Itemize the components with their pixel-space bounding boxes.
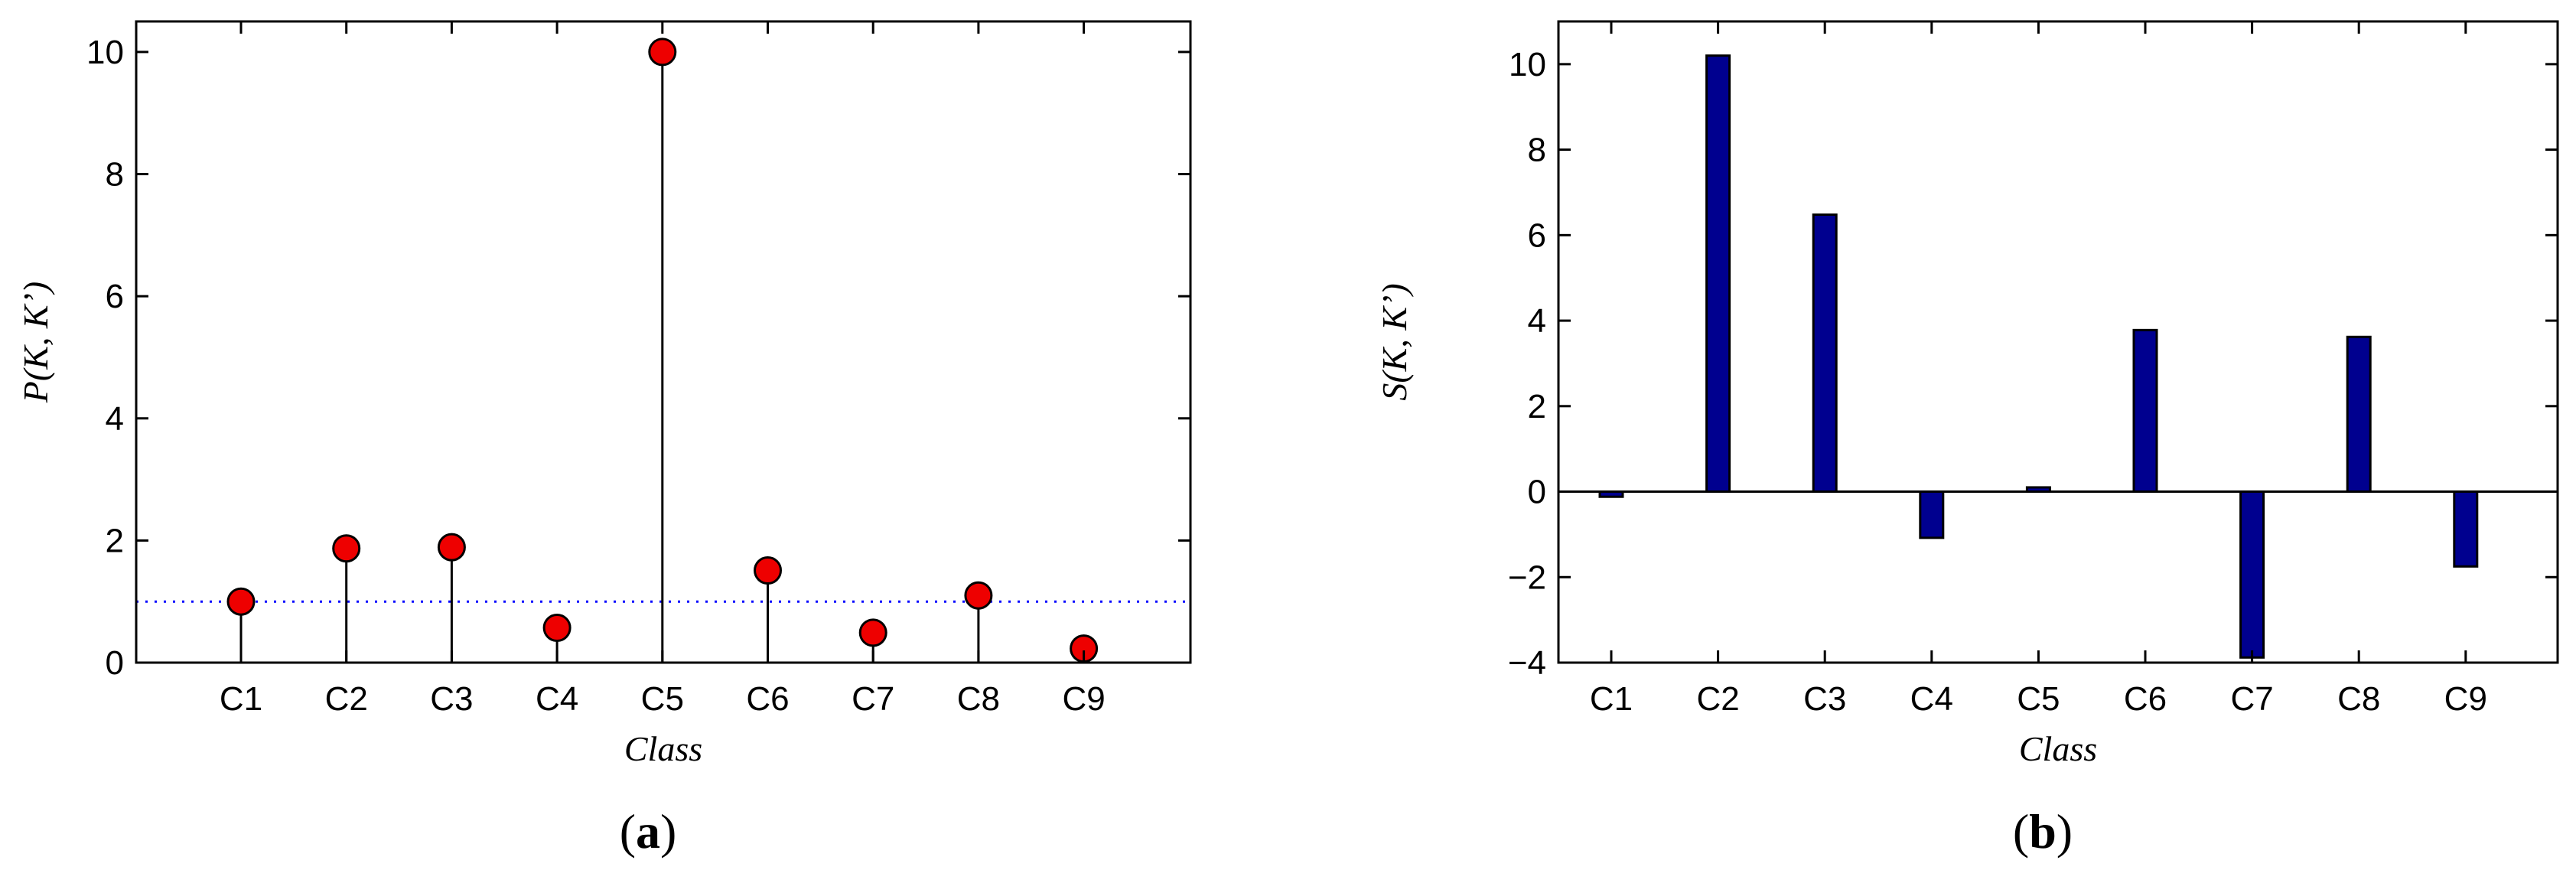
y-tick-label: 2 bbox=[106, 522, 124, 559]
y-tick-label: 8 bbox=[106, 156, 124, 194]
panel-label: (a) bbox=[620, 804, 677, 859]
x-tick-label: C7 bbox=[2230, 680, 2273, 718]
x-tick-label: C6 bbox=[2124, 680, 2167, 718]
y-tick-label: 6 bbox=[106, 278, 124, 315]
bar bbox=[2346, 335, 2372, 494]
x-tick-label: C6 bbox=[746, 680, 789, 718]
y-axis-label: P(K, K’) bbox=[16, 282, 55, 403]
y-tick-label: 4 bbox=[1528, 302, 1546, 340]
y-tick-label: 0 bbox=[1528, 474, 1546, 511]
plot-frame bbox=[135, 20, 1192, 664]
stem-marker bbox=[226, 587, 256, 616]
stem-marker bbox=[437, 533, 466, 562]
x-tick-label: C3 bbox=[430, 680, 473, 718]
x-tick-label: C7 bbox=[852, 680, 894, 718]
x-axis-label: Class bbox=[624, 729, 702, 768]
y-tick-label: −4 bbox=[1508, 644, 1546, 682]
bar bbox=[2453, 490, 2479, 568]
x-axis-label: Class bbox=[2019, 729, 2097, 768]
x-tick-label: C4 bbox=[536, 680, 578, 718]
stem-marker bbox=[332, 534, 361, 563]
y-tick-label: 0 bbox=[106, 644, 124, 682]
stem-marker bbox=[964, 581, 993, 610]
y-tick-label: −2 bbox=[1508, 559, 1546, 596]
y-axis-ticks: 0 2 4 6 8 10 bbox=[86, 34, 1190, 682]
x-tick-label: C1 bbox=[220, 680, 262, 718]
stem-marker bbox=[542, 614, 572, 643]
x-tick-label: C9 bbox=[1062, 680, 1105, 718]
stem-series bbox=[226, 37, 1099, 663]
y-axis-label: S(K, K’) bbox=[1375, 283, 1414, 400]
bar bbox=[2132, 328, 2158, 494]
x-tick-label: C5 bbox=[2017, 680, 2060, 718]
x-tick-label: C9 bbox=[2444, 680, 2487, 718]
y-tick-label: 2 bbox=[1528, 388, 1546, 425]
y-tick-label: 10 bbox=[1509, 46, 1546, 83]
y-tick-label: 10 bbox=[86, 34, 124, 71]
x-tick-label: C2 bbox=[325, 680, 368, 718]
stem-marker bbox=[648, 37, 677, 67]
bar bbox=[1705, 54, 1731, 494]
plot-frame bbox=[1557, 20, 2559, 664]
y-tick-label: 8 bbox=[1528, 132, 1546, 169]
x-tick-label: C1 bbox=[1590, 680, 1633, 718]
bar bbox=[2239, 490, 2265, 659]
panel-label: (b) bbox=[2013, 804, 2073, 859]
panel-b-bar-chart: −4 −2 0 2 4 6 8 10 C1 C2 C3 C4 C5 C6 C7 C8 C9 Class S(K… bbox=[1375, 20, 2559, 859]
x-tick-label: C5 bbox=[641, 680, 684, 718]
x-tick-label: C8 bbox=[2337, 680, 2380, 718]
x-axis-ticks: C1 C2 C3 C4 C5 C6 C7 C8 C9 bbox=[1590, 21, 2487, 718]
x-tick-label: C3 bbox=[1803, 680, 1846, 718]
y-tick-label: 4 bbox=[106, 400, 124, 438]
stem-marker bbox=[754, 556, 782, 585]
bar bbox=[1812, 213, 1838, 494]
stem-marker bbox=[858, 618, 887, 647]
x-tick-label: C8 bbox=[957, 680, 1000, 718]
panel-a-stem-chart: 0 2 4 6 8 10 C1 C2 C3 C4 C5 C6 C7 C8 C9 Class P(K, K’… bbox=[16, 20, 1192, 859]
y-tick-label: 6 bbox=[1528, 217, 1546, 254]
x-tick-label: C4 bbox=[1910, 680, 1953, 718]
bar bbox=[1919, 490, 1945, 539]
x-axis-ticks: C1 C2 C3 C4 C5 C6 C7 C8 C9 bbox=[220, 21, 1106, 718]
bar-series bbox=[1598, 54, 2479, 659]
y-axis-ticks: −4 −2 0 2 4 6 8 10 bbox=[1508, 46, 2558, 682]
x-tick-label: C2 bbox=[1696, 680, 1739, 718]
